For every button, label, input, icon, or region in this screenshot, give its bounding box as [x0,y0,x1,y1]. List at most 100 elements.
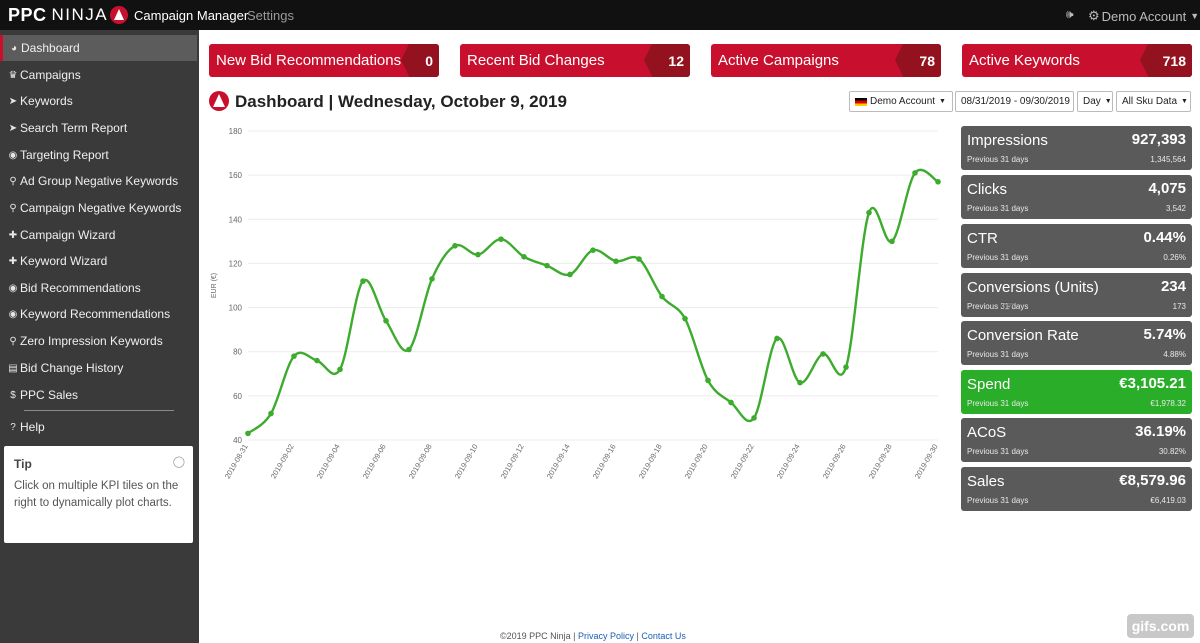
sidebar-item-ppc-sales[interactable]: $ PPC Sales [0,382,197,408]
granularity-select[interactable]: Day ▼ [1077,91,1113,112]
summary-card-recent-bid-changes[interactable]: Recent Bid Changes 12 [460,44,690,77]
megaphone-icon[interactable]: 🕪 [1066,7,1074,21]
kpi-tile-impressions[interactable]: Impressions 927,393 Previous 31 days 1,3… [961,126,1192,170]
sidebar-item-ad-group-negative-keywords[interactable]: ⚲ Ad Group Negative Keywords [0,168,197,194]
data-point[interactable] [613,258,619,265]
summary-card-active-keywords[interactable]: Active Keywords 718 [962,44,1192,77]
data-point[interactable] [843,364,849,370]
kpi-tile-conversions[interactable]: Conversions (Units) 234 Previous 31 days… [961,273,1192,317]
data-point[interactable] [751,415,757,421]
summary-card-active-campaigns[interactable]: Active Campaigns 78 [711,44,941,77]
kpi-previous-value: 4.88% [1163,350,1186,359]
sidebar-item-bid-change-history[interactable]: ▤ Bid Change History [0,355,197,381]
kpi-value: 4,075 [1148,180,1186,197]
page-title: Dashboard | Wednesday, October 9, 2019 [235,92,567,111]
target-icon: ◉ [8,282,18,294]
sidebar-item-search-term-report[interactable]: ➤ Search Term Report [0,115,197,141]
x-tick-label: 2019-09-02 [269,443,296,481]
kpi-tile-ctr[interactable]: CTR 0.44% Previous 31 days 0.26% [961,224,1192,268]
data-point[interactable] [705,377,711,384]
data-point[interactable] [452,242,458,249]
data-point[interactable] [682,315,688,322]
tip-body: Click on multiple KPI tiles on the right… [14,480,179,509]
nav-campaign-manager[interactable]: Campaign Manager [134,8,249,23]
summary-card-new-bid-recommendations[interactable]: New Bid Recommendations 0 [209,44,439,77]
kpi-tile-acos[interactable]: ACoS 36.19% Previous 31 days 30.82% [961,418,1192,462]
data-point[interactable] [498,236,504,242]
sku-select[interactable]: All Sku Data ▼ [1116,91,1191,112]
data-point[interactable] [820,351,826,357]
ppc-ninja-logo[interactable]: PPC NINJA [8,5,129,25]
kpi-previous-value: 0.26% [1163,253,1186,262]
x-tick-label: 2019-09-16 [591,443,618,481]
data-point[interactable] [567,271,573,278]
kpi-tile-clicks[interactable]: Clicks 4,075 Previous 31 days 3,542 [961,175,1192,219]
data-point[interactable] [544,262,550,269]
data-point[interactable] [935,178,941,185]
kpi-previous-value: €6,419.03 [1150,496,1186,505]
sidebar-item-campaigns[interactable]: ♛ Campaigns [0,62,197,88]
data-point[interactable] [659,293,665,300]
sidebar-item-keywords[interactable]: ➤ Keywords [0,88,197,114]
data-point[interactable] [728,399,734,406]
x-tick-label: 2019-08-31 [223,443,250,481]
sidebar-item-help[interactable]: ? Help [0,414,197,440]
kpi-name: Clicks [967,181,1007,198]
data-point[interactable] [245,430,251,437]
date-range-input[interactable]: 08/31/2019 - 09/30/2019 [955,91,1074,112]
x-tick-label: 2019-09-30 [913,443,940,481]
contact-us-link[interactable]: Contact Us [641,631,686,641]
data-point[interactable] [383,318,389,324]
data-point[interactable] [797,379,803,386]
data-point[interactable] [590,247,596,253]
sidebar-item-keyword-recommendations[interactable]: ◉ Keyword Recommendations [0,301,197,327]
sidebar-item-label: Campaign Negative Keywords [20,201,182,215]
data-point[interactable] [291,353,297,359]
data-point[interactable] [406,346,412,353]
account-dropdown[interactable]: ⚙ Demo Account ▼ [1088,8,1199,24]
sidebar-item-label: Targeting Report [20,148,109,162]
data-point[interactable] [429,276,435,282]
privacy-policy-link[interactable]: Privacy Policy [578,631,635,641]
search-icon: ⚲ [9,175,17,187]
data-point[interactable] [636,256,642,262]
ninja-logo-icon [110,6,129,24]
question-icon: ? [10,421,16,433]
sidebar-item-campaign-negative-keywords[interactable]: ⚲ Campaign Negative Keywords [0,195,197,221]
sidebar-item-label: Help [20,420,45,434]
data-point[interactable] [475,251,481,258]
data-point[interactable] [268,410,274,417]
kpi-tile-sales[interactable]: Sales €8,579.96 Previous 31 days €6,419.… [961,467,1192,511]
summary-card-label: Recent Bid Changes [467,52,605,69]
account-select[interactable]: Demo Account ▼ [849,91,953,112]
data-point[interactable] [337,366,343,373]
caret-down-icon: ▼ [939,98,946,105]
sidebar-item-targeting-report[interactable]: ◉ Targeting Report [0,142,197,168]
spend-line-chart: 40 60 80 100 120 140 160 180 EUR (€) 2019-08-31… [211,127,941,481]
kpi-tile-conversion-rate[interactable]: Conversion Rate 5.74% Previous 31 days 4… [961,321,1192,365]
summary-card-count: 12 [644,44,690,77]
data-point[interactable] [866,209,872,216]
data-point[interactable] [314,357,320,364]
sidebar-divider [24,410,174,411]
kpi-previous-label: Previous 31 days [967,399,1029,408]
kpi-tile-spend[interactable]: Spend €3,105.21 Previous 31 days €1,978.… [961,370,1192,414]
nav-settings[interactable]: Settings [247,8,294,23]
data-point[interactable] [521,254,527,260]
gifs-watermark: gifs.com [1127,614,1194,638]
sidebar-item-bid-recommendations[interactable]: ◉ Bid Recommendations [0,275,197,301]
data-point[interactable] [889,238,895,245]
data-point[interactable] [360,278,366,284]
sidebar-item-dashboard[interactable]: ◕ Dashboard [0,35,197,61]
sidebar-item-zero-impression-keywords[interactable]: ⚲ Zero Impression Keywords [0,328,197,354]
y-tick-label: 180 [229,127,243,136]
data-point[interactable] [774,335,780,342]
y-tick-label: 40 [233,436,242,445]
x-tick-label: 2019-09-12 [499,443,526,481]
sidebar-item-keyword-wizard[interactable]: ✚ Keyword Wizard [0,248,197,274]
summary-card-count: 718 [1140,44,1192,77]
x-tick-label: 2019-09-26 [821,443,848,481]
sidebar-item-campaign-wizard[interactable]: ✚ Campaign Wizard [0,222,197,248]
data-point[interactable] [912,170,918,176]
sku-select-value: All Sku Data [1122,96,1178,107]
